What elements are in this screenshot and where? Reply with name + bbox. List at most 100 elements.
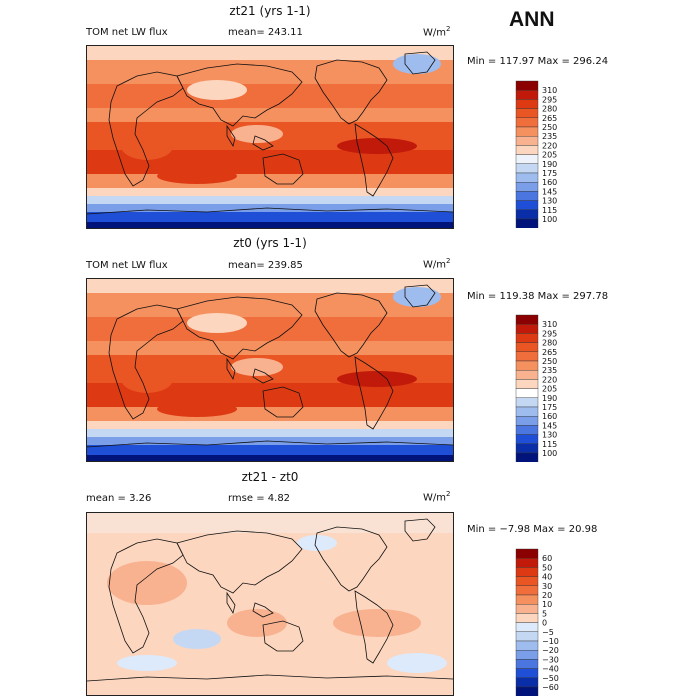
field-band (87, 341, 453, 355)
colorbar-top: 3102952802652502352202051901751601451301… (515, 80, 557, 228)
field-band (87, 513, 453, 533)
colorbar-level-label: 235 (542, 132, 557, 141)
panel-bottom-mean: mean = 3.26 (86, 493, 152, 504)
colorbar-swatch (515, 397, 539, 408)
colorbar-level-label: 10 (542, 600, 552, 609)
field-band (87, 455, 453, 461)
field-patch (121, 132, 173, 160)
colorbar-swatch (515, 668, 539, 678)
colorbar-level-label: 40 (542, 573, 552, 582)
colorbar-swatch (515, 567, 539, 577)
coastline (314, 292, 388, 358)
colorbar-level-label: 235 (542, 366, 557, 375)
field-patch (173, 629, 221, 649)
colorbar-swatch (515, 406, 539, 417)
field-band (87, 222, 453, 228)
field-band (87, 84, 453, 108)
colorbar-swatch (515, 388, 539, 398)
field-band (87, 279, 453, 293)
colorbar-swatch (515, 154, 539, 164)
colorbar-level-label: 145 (542, 187, 557, 196)
colorbar-swatch (515, 452, 539, 462)
field-patch (107, 561, 187, 605)
colorbar-swatch (515, 425, 539, 435)
panel-top-minmax: Min = 117.97 Max = 296.24 (467, 56, 609, 67)
field-patch (337, 138, 417, 154)
coastline (87, 207, 453, 215)
map-middle-field (87, 279, 453, 461)
field-patch (297, 535, 337, 551)
colorbar-swatch (515, 622, 539, 632)
field-patch (117, 655, 177, 671)
map-top (86, 45, 454, 229)
field-band (87, 212, 453, 222)
panel-top-units: W/m2 (423, 25, 451, 39)
coastline (262, 386, 304, 418)
colorbar-level-label: 100 (542, 449, 557, 458)
colorbar-level-label: 30 (542, 582, 552, 591)
field-patch (187, 313, 247, 333)
panel-top-variable: TOM net LW flux (86, 27, 168, 38)
colorbar-swatch (515, 659, 539, 669)
field-band (87, 429, 453, 437)
panel-top-mean: mean= 243.11 (228, 27, 303, 38)
colorbar-swatch (515, 379, 539, 389)
field-band (87, 196, 453, 204)
panel-middle-minmax: Min = 119.38 Max = 297.78 (467, 291, 609, 302)
colorbar-level-label: 5 (542, 609, 547, 618)
panel-bottom-title: zt21 - zt0 (241, 470, 299, 484)
field-patch (387, 653, 447, 673)
colorbar-swatch (515, 218, 539, 228)
colorbar-swatch (515, 126, 539, 137)
panel-bottom-units: W/m2 (423, 490, 451, 504)
coastline (314, 526, 388, 592)
colorbar-swatch (515, 191, 539, 201)
colorbar-level-label: 265 (542, 348, 557, 357)
panel-bottom-minmax: Min = −7.98 Max = 20.98 (467, 524, 598, 535)
coastline (87, 674, 453, 682)
field-band (87, 188, 453, 196)
colorbar-swatch (515, 631, 539, 642)
colorbar-swatch (515, 314, 539, 325)
colorbar-level-label: 310 (542, 86, 557, 95)
colorbar-level-label: 130 (542, 431, 557, 440)
coastline (176, 530, 303, 594)
colorbar-swatch (515, 576, 539, 587)
colorbar-level-label: 130 (542, 197, 557, 206)
coastline (226, 124, 274, 151)
coastline (354, 590, 394, 664)
colorbar-swatch (515, 200, 539, 210)
field-patch (157, 168, 237, 184)
colorbar-swatch (515, 342, 539, 353)
colorbar-level-label: −30 (542, 655, 559, 664)
colorbar-swatch (515, 136, 539, 146)
field-band (87, 293, 453, 317)
colorbar-level-label: 265 (542, 114, 557, 123)
colorbar-swatch (515, 108, 539, 119)
map-top-field (87, 46, 453, 228)
panel-bottom-rmse: rmse = 4.82 (228, 493, 291, 504)
colorbar-middle: 3102952802652502352202051901751601451301… (515, 314, 557, 462)
colorbar-level-label: 190 (542, 394, 557, 403)
field-patch (187, 80, 247, 100)
coastline (176, 296, 303, 360)
field-patch (231, 125, 283, 143)
colorbar-level-label: 205 (542, 385, 557, 394)
coastline (404, 51, 436, 75)
field-band (87, 60, 453, 84)
colorbar-level-label: −60 (542, 683, 559, 692)
field-band (87, 421, 453, 429)
colorbar-level-label: −10 (542, 637, 559, 646)
coastline (226, 591, 274, 618)
colorbar-level-label: 280 (542, 105, 557, 114)
colorbar-swatch (515, 649, 539, 660)
season-label: ANN (509, 8, 555, 31)
colorbar-level-label: 50 (542, 563, 552, 572)
colorbar-swatch (515, 613, 539, 623)
field-patch (157, 401, 237, 417)
field-patch (333, 609, 421, 637)
colorbar-level-label: 295 (542, 329, 557, 338)
colorbar-level-label: 175 (542, 169, 557, 178)
field-patch (337, 371, 417, 387)
colorbar-level-label: 295 (542, 95, 557, 104)
